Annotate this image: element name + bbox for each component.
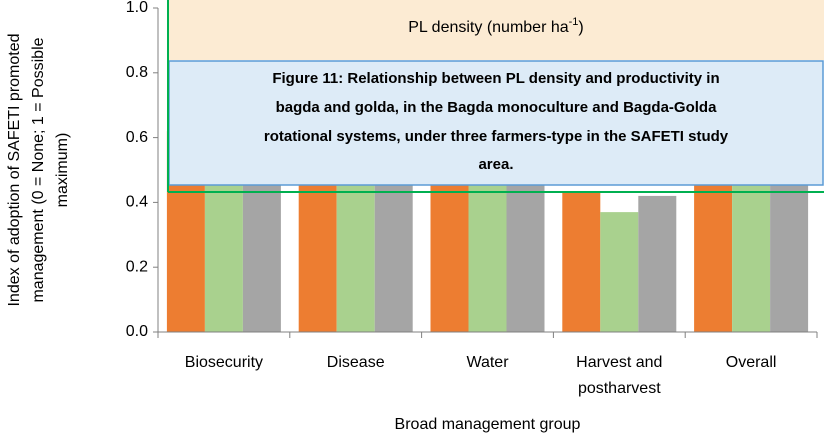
header-sup: -1 (569, 16, 579, 28)
header-main: PL density (number ha (408, 19, 568, 36)
y-tick-label: 0.4 (126, 194, 148, 211)
y-tick-label: 0.6 (126, 129, 148, 146)
x-tick-label: Water (466, 354, 509, 371)
bar (638, 195, 677, 332)
x-tick-label: Biosecurity (185, 354, 263, 371)
bar (374, 173, 413, 332)
y-tick-label: 0.0 (126, 323, 148, 340)
bar (506, 163, 545, 332)
header-tail: ) (578, 19, 583, 36)
overlay: PL density (number ha-1) Figure 11: Rela… (167, 0, 824, 193)
bar (732, 170, 771, 332)
caption-line: area. (478, 156, 513, 173)
x-tick-label: Overall (726, 354, 777, 371)
x-tick-label: postharvest (578, 380, 661, 397)
caption-line: bagda and golda, in the Bagda monocultur… (276, 99, 718, 116)
x-axis-label: Broad management group (395, 416, 581, 433)
bar (336, 163, 375, 332)
y-axis-label: maximum) (54, 133, 71, 208)
caption-box (168, 60, 824, 186)
bar (562, 192, 601, 332)
header-text: PL density (number ha-1) (408, 16, 584, 36)
header-band (168, 0, 824, 60)
bar (600, 212, 639, 332)
x-tick-label: Harvest and (576, 354, 662, 371)
bar (770, 176, 809, 332)
y-tick-label: 1.0 (126, 0, 148, 16)
caption-line: rotational systems, under three farmers-… (264, 128, 729, 145)
bar (242, 170, 281, 332)
y-axis-label: Index of adoption of SAFETI promoted (6, 33, 23, 306)
caption-line: Figure 11: Relationship between PL densi… (272, 70, 719, 87)
y-tick-label: 0.8 (126, 64, 148, 81)
x-tick-label: Disease (327, 354, 385, 371)
y-axis-label: management (0 = None; 1 = Possible (30, 37, 47, 302)
y-tick-label: 0.2 (126, 258, 148, 275)
bar (468, 157, 507, 332)
